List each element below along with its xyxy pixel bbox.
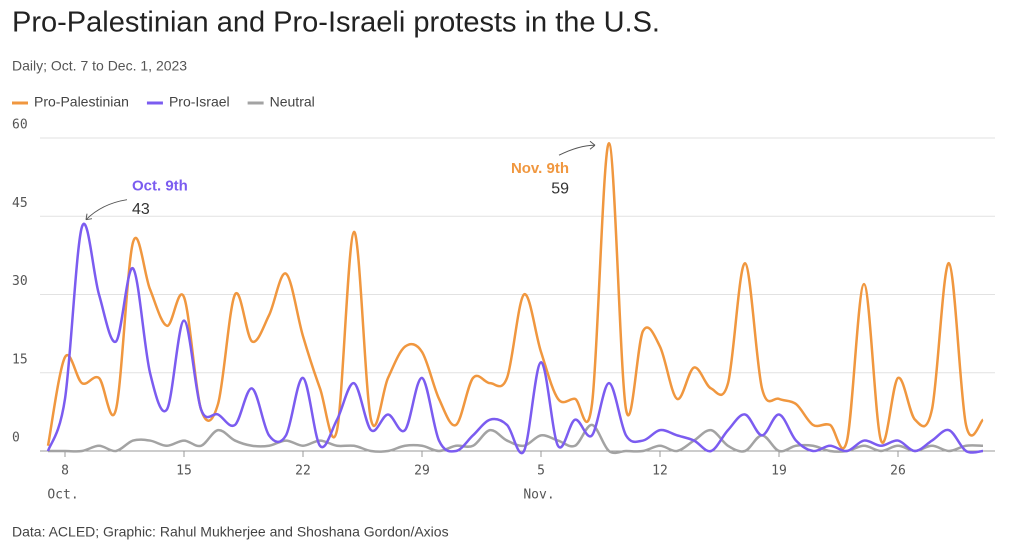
annotation-arrow xyxy=(558,144,596,156)
chart-title: Pro-Palestinian and Pro-Israeli protests… xyxy=(12,7,660,39)
series-line xyxy=(46,141,984,450)
annotation-arrow xyxy=(85,199,128,221)
x-tick-label: 22 xyxy=(295,464,311,479)
source: Data: ACLED; Graphic: Rahul Mukherjee an… xyxy=(12,524,449,540)
annotation-arrowhead xyxy=(85,213,93,221)
y-tick-label: 0 xyxy=(12,431,20,446)
annotation-label: Oct. 9th xyxy=(132,178,188,195)
x-tick-label: 15 xyxy=(176,464,192,479)
chart-subtitle: Daily; Oct. 7 to Dec. 1, 2023 xyxy=(12,58,187,74)
y-tick-label: 60 xyxy=(12,118,28,133)
annotation-arrowhead xyxy=(589,140,596,150)
x-tick-label: 26 xyxy=(890,464,906,479)
x-tick-label: 5 xyxy=(537,464,545,479)
y-tick-label: 30 xyxy=(12,274,28,289)
x-tick-label: 8 xyxy=(61,464,69,479)
annotation-value: 43 xyxy=(132,201,150,218)
legend-label: Pro-Palestinian xyxy=(34,94,129,110)
annotation-label: Nov. 9th xyxy=(511,160,569,177)
x-month-label: Oct. xyxy=(47,488,78,503)
x-tick-label: 29 xyxy=(414,464,430,479)
y-tick-label: 45 xyxy=(12,196,28,211)
annotation-value: 59 xyxy=(551,180,569,197)
series-line xyxy=(46,222,984,455)
y-tick-label: 15 xyxy=(12,352,28,367)
legend-label: Pro-Israel xyxy=(169,94,230,110)
x-tick-label: 19 xyxy=(771,464,787,479)
legend-label: Neutral xyxy=(270,94,315,110)
x-tick-label: 12 xyxy=(652,464,668,479)
x-month-label: Nov. xyxy=(523,488,554,503)
